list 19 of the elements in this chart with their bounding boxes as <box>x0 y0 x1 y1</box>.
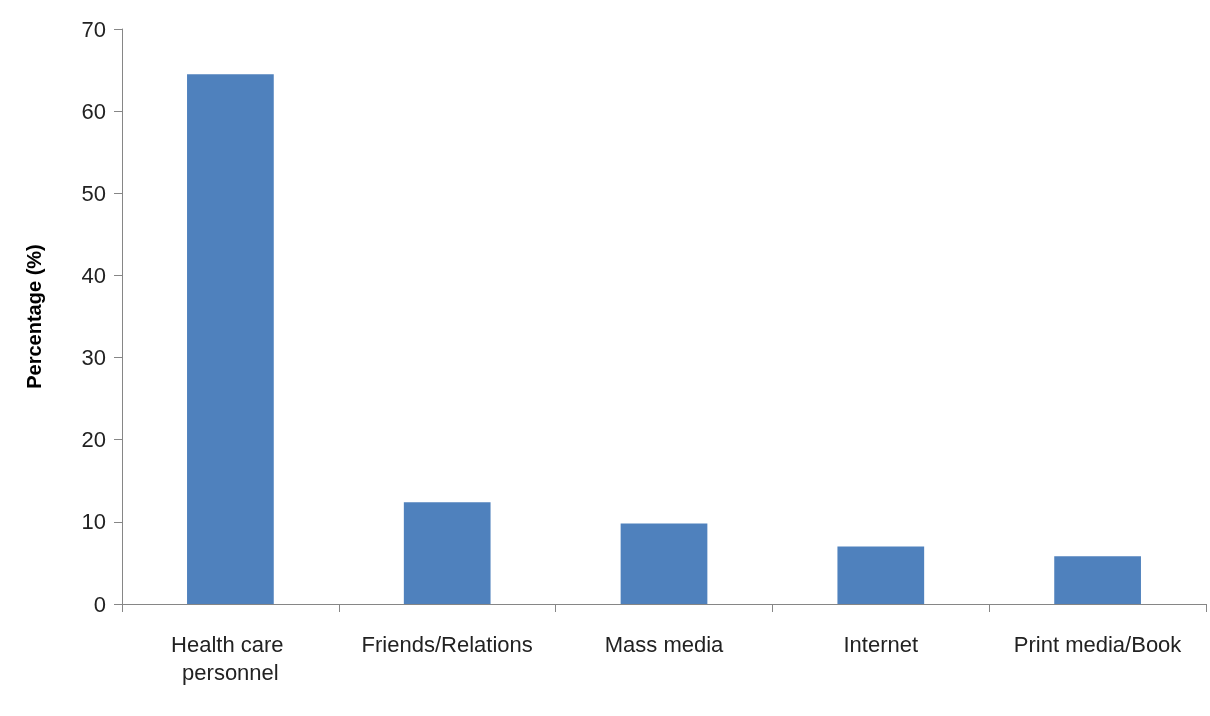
x-tick-label: Health care personnel <box>171 631 290 685</box>
y-axis-title: Percentage (%) <box>23 244 45 389</box>
y-tick-label: 30 <box>81 345 106 371</box>
x-tick-label: Friends/Relations <box>361 631 533 657</box>
y-tick-label: 60 <box>81 98 106 124</box>
bar <box>187 74 274 604</box>
y-tick-label: 10 <box>81 509 106 535</box>
bar <box>620 523 708 604</box>
y-tick-label: 50 <box>81 180 106 206</box>
x-tick-label: Internet <box>843 631 919 657</box>
y-tick-label: 40 <box>81 262 106 288</box>
bar <box>837 546 925 604</box>
y-tick-label: 70 <box>81 16 106 42</box>
y-tick-label: 20 <box>81 427 106 453</box>
bar <box>1054 556 1141 604</box>
x-tick-label: Print media/Book <box>1013 631 1183 657</box>
x-tick-label: Mass media <box>604 631 725 657</box>
y-tick-label: 0 <box>93 591 106 617</box>
bar <box>403 502 491 604</box>
